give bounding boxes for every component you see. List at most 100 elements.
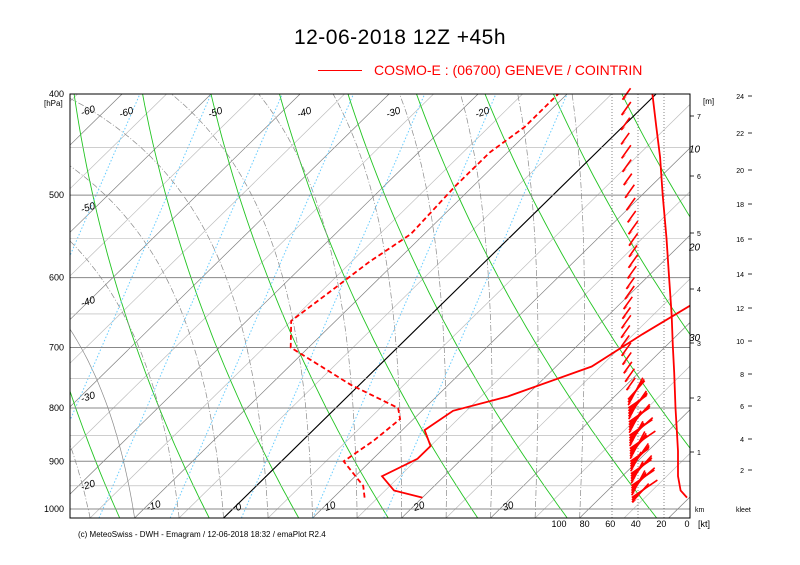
- isotherm-line: [758, 94, 800, 518]
- wind-arrow: [620, 101, 632, 116]
- pressure-tick-label: 400: [49, 89, 64, 99]
- dry-adiabat-line: [0, 94, 30, 518]
- footer-credit: (c) MeteoSwiss - DWH - Emagram / 12-06-2…: [78, 530, 326, 539]
- wind-speed-tick-label: 80: [580, 519, 590, 529]
- wind-arrow: [627, 220, 639, 235]
- isotherm-line: [70, 94, 256, 277]
- kleet-tick-label: 10: [736, 339, 744, 346]
- isotherm-line: [0, 94, 33, 518]
- isotherm-value-label: 30: [501, 500, 515, 514]
- kleet-tick-label: 4: [740, 437, 744, 444]
- kleet-tick-label: 18: [736, 202, 744, 209]
- wind-arrow: [627, 399, 640, 420]
- kleet-tick-label: 20: [736, 168, 744, 175]
- isotherm-line: [623, 452, 690, 518]
- kleet-tick-label: 6: [740, 404, 744, 411]
- background-isolines: [0, 94, 800, 518]
- wind-arrow: [623, 173, 633, 186]
- wind-arrow: [628, 244, 638, 258]
- wind-arrow: [621, 351, 632, 366]
- height-tick-label: 4: [697, 287, 701, 294]
- height-tick-label: 7: [697, 114, 701, 121]
- wind-arrow-head: [621, 343, 626, 348]
- pressure-tick-label: 700: [49, 342, 64, 352]
- isotherm-line: [70, 94, 78, 102]
- pressure-tick-label: 1000: [44, 504, 64, 514]
- isotherm-value-label: -30: [385, 105, 403, 120]
- dry-adiabat-line: [690, 94, 800, 518]
- wind-arrow-head: [628, 242, 634, 247]
- dry-adiabat-line: [73, 94, 210, 518]
- pressure-tick-label: 600: [49, 273, 64, 283]
- wind-arrow: [620, 144, 632, 159]
- wind-arrow: [620, 334, 630, 348]
- wind-arrow-head: [630, 467, 636, 472]
- kleet-tick-label: 14: [736, 272, 744, 279]
- isobar-grid: [70, 93, 690, 518]
- wind-speed-tick-label: 20: [656, 519, 666, 529]
- isotherm-line: [70, 94, 479, 495]
- dry-adiabat-line: [759, 94, 800, 518]
- moist-adiabat-line: [460, 94, 493, 518]
- isotherm-value-label: -60: [80, 104, 98, 119]
- moist-adiabat-line: [0, 177, 46, 518]
- height-unit-label: [m]: [703, 97, 714, 106]
- wind-arrow-head: [628, 415, 634, 420]
- wind-arrows: [620, 87, 658, 503]
- mixing-ratio-line: [70, 94, 212, 422]
- wind-arrow: [620, 132, 630, 145]
- kleet-tick-label: 24: [736, 94, 744, 101]
- wind-arrow: [620, 314, 632, 329]
- wind_speed-profile-line: [651, 94, 688, 499]
- wind-arrow-head: [628, 401, 633, 406]
- height-tick-label: 6: [697, 174, 701, 181]
- dewpoint-profile-line: [289, 94, 559, 498]
- wind-arrow-head: [622, 315, 628, 320]
- isotherm-value-label: -10: [145, 499, 163, 514]
- height-tick-label: 5: [697, 231, 701, 238]
- wind-arrow-head: [621, 111, 627, 116]
- wind-speed-tick-label: 40: [631, 519, 641, 529]
- dry-adiabat-line: [210, 94, 389, 518]
- kleet-axis-label: kleet: [736, 507, 751, 514]
- wind-arrow: [620, 117, 631, 131]
- wind-arrow-head: [622, 361, 628, 366]
- wind-arrow: [629, 451, 642, 472]
- dry-adiabat-line: [416, 94, 658, 518]
- moist-adiabat-line: [571, 94, 585, 518]
- dry-adiabat-line: [552, 94, 690, 336]
- dry-adiabat-line: [279, 94, 479, 518]
- height-tick-label: 2: [697, 396, 701, 403]
- pressure-tick-label: 900: [49, 456, 64, 466]
- isotherm-value-label: -50: [207, 105, 225, 120]
- isotherm-value-label: 0: [234, 502, 243, 514]
- wind-arrow-head: [625, 378, 630, 383]
- zero-isotherm-line: [223, 94, 657, 518]
- wind-arrow-head: [626, 386, 632, 391]
- dry-adiabat-line: [484, 94, 690, 449]
- kleet-tick-label: 16: [736, 237, 744, 244]
- km-axis-label: km: [695, 507, 705, 514]
- wind-arrow-head: [632, 499, 637, 503]
- isotherm-line: [70, 94, 301, 321]
- isotherm-value-label: -60: [118, 105, 136, 120]
- chart-title: 12-06-2018 12Z +45h: [293, 26, 507, 49]
- isotherm-line: [579, 409, 690, 518]
- isotherm-value-label: -20: [80, 478, 98, 493]
- moist-adiabat-line: [171, 94, 313, 518]
- wind-arrow: [627, 254, 639, 269]
- isotherm-line: [713, 94, 800, 518]
- isotherm-value-label: 10: [323, 500, 337, 514]
- kleet-tick-label: 12: [736, 306, 744, 313]
- wind-arrow: [625, 377, 636, 391]
- mixing-ratio-value-label: 20: [688, 242, 701, 253]
- isotherm-value-label: -50: [80, 201, 98, 216]
- legend: COSMO-E : (06700) GENEVE / COINTRIN: [318, 60, 642, 80]
- wind-arrow-head: [624, 295, 630, 300]
- isotherm-line: [89, 94, 523, 518]
- isotherm-value-label: -40: [296, 105, 314, 120]
- kleet-tick-label: 2: [740, 468, 744, 475]
- wind-arrow: [620, 342, 632, 357]
- sounding-profiles: [289, 94, 690, 499]
